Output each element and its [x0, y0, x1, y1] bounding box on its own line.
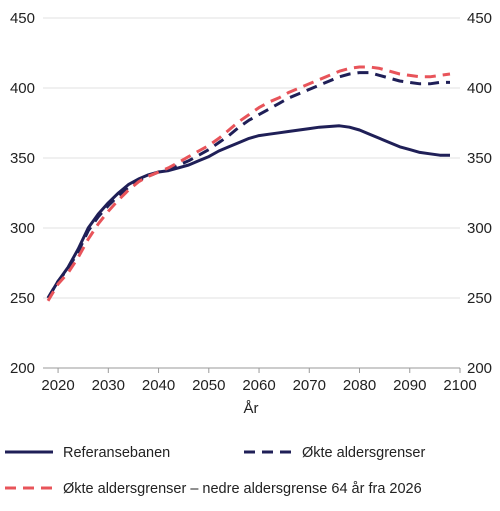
y-tick-label-left: 200 — [10, 360, 35, 377]
series-lines — [46, 65, 451, 302]
y-tick-label-left: 250 — [10, 290, 35, 307]
x-tick-label: 2020 — [41, 377, 74, 394]
x-tick-label: 2040 — [142, 377, 175, 394]
y-tick-label-right: 350 — [467, 150, 492, 167]
x-tick-label: 2080 — [343, 377, 376, 394]
y-tick-label-left: 350 — [10, 150, 35, 167]
x-tick-label: 2050 — [192, 377, 225, 394]
y-tick-label-right: 200 — [467, 360, 492, 377]
x-tick-label: 2060 — [242, 377, 275, 394]
y-tick-label-left: 300 — [10, 220, 35, 237]
axes: 200 200 250 250 300 300 350 350 400 400 450 450 2020… — [10, 10, 492, 394]
legend-label-3: Økte aldersgrenser – nedre aldersgrense … — [63, 481, 422, 497]
x-axis-title: År — [244, 400, 259, 417]
gridlines — [43, 17, 460, 369]
y-tick-label-left: 450 — [10, 10, 35, 27]
y-tick-label-right: 400 — [467, 80, 492, 97]
x-tick-label: 2030 — [92, 377, 125, 394]
series-line-2 — [46, 71, 450, 299]
y-tick-label-right: 450 — [467, 10, 492, 27]
series-line-1 — [46, 124, 450, 299]
x-tick-label: 2090 — [393, 377, 426, 394]
legend-label-1: Referansebanen — [63, 445, 170, 461]
legend-label-2: Økte aldersgrenser — [302, 445, 425, 461]
y-tick-label-right: 250 — [467, 290, 492, 307]
y-tick-label-left: 400 — [10, 80, 35, 97]
x-tick-label: 2100 — [443, 377, 476, 394]
x-tick-label: 2070 — [293, 377, 326, 394]
y-tick-label-right: 300 — [467, 220, 492, 237]
series-line-3 — [46, 65, 451, 302]
legend: Referansebanen Økte aldersgrenser Økte ald… — [5, 445, 425, 497]
